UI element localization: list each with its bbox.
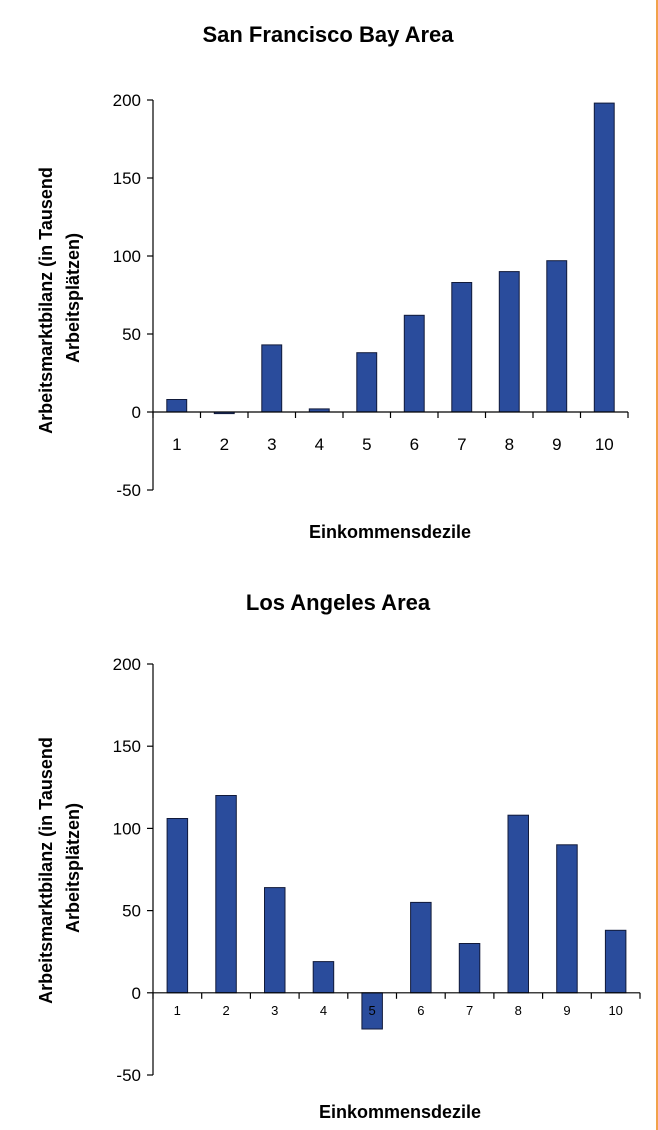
y-axis-label-line-2: Arbeitsplätzen) — [63, 233, 83, 363]
bar-decile-3 — [261, 344, 283, 413]
y-axis: 200 150 100 50 0 -50 — [113, 91, 154, 500]
bar-series — [166, 102, 615, 415]
bar-decile-1 — [166, 818, 189, 994]
bar-decile-7 — [458, 943, 481, 994]
bar-series — [166, 795, 627, 1030]
bar-decile-5 — [356, 352, 378, 413]
x-tick-label: 8 — [505, 435, 514, 454]
x-tick-label: 4 — [320, 1003, 327, 1018]
x-tick-label: 10 — [595, 435, 614, 454]
bar-decile-7 — [451, 282, 473, 413]
y-tick-label: 200 — [113, 91, 141, 110]
y-axis-label: Arbeitsmarktbilanz (in Tausend Arbeitspl… — [36, 162, 83, 434]
bar-decile-10 — [604, 929, 627, 994]
bar-decile-4 — [312, 961, 335, 994]
x-axis-label: Einkommensdezile — [319, 1102, 481, 1122]
x-tick-label: 2 — [220, 435, 229, 454]
x-tick-label: 9 — [552, 435, 561, 454]
bar-decile-9 — [546, 260, 568, 413]
x-axis: 1 2 3 4 5 6 7 8 9 10 — [152, 992, 641, 1018]
x-tick-label: 8 — [515, 1003, 522, 1018]
x-axis-label: Einkommensdezile — [309, 522, 471, 542]
y-tick-label: 0 — [132, 403, 141, 422]
y-axis-label-line-1: Arbeitsmarktbilanz (in Tausend — [36, 167, 56, 434]
x-tick-label: 5 — [368, 1003, 375, 1018]
y-tick-label: 100 — [113, 819, 141, 838]
x-axis: 1 2 3 4 5 6 7 8 9 10 — [152, 411, 629, 454]
x-tick-label: 10 — [608, 1003, 622, 1018]
bar-decile-10 — [593, 102, 615, 413]
chart-sf-bay-area: San Francisco Bay Area Arbeitsmarktbilan… — [36, 22, 629, 542]
y-tick-label: 200 — [113, 655, 141, 674]
y-tick-label: 50 — [122, 902, 141, 921]
chart-title: Los Angeles Area — [246, 590, 431, 615]
bar-decile-3 — [264, 887, 286, 994]
chart-title: San Francisco Bay Area — [202, 22, 454, 47]
bar-decile-2 — [215, 795, 237, 994]
y-axis-label-line-1: Arbeitsmarktbilanz (in Tausend — [36, 737, 56, 1004]
bar-decile-6 — [403, 314, 425, 413]
y-axis-label-line-2: Arbeitsplätzen) — [63, 803, 83, 933]
x-tick-label: 3 — [267, 435, 276, 454]
y-tick-label: 0 — [132, 984, 141, 1003]
bar-decile-1 — [166, 399, 188, 413]
x-tick-label: 4 — [315, 435, 324, 454]
x-tick-label: 1 — [172, 435, 181, 454]
y-tick-label: 150 — [113, 169, 141, 188]
bar-decile-8 — [498, 271, 520, 413]
y-axis: 200 150 100 50 0 -50 — [113, 655, 154, 1085]
y-tick-label: -50 — [116, 481, 141, 500]
x-tick-label: 6 — [417, 1003, 424, 1018]
x-tick-label: 2 — [222, 1003, 229, 1018]
x-tick-label: 5 — [362, 435, 371, 454]
y-tick-label: 50 — [122, 325, 141, 344]
bar-decile-6 — [410, 901, 432, 994]
y-tick-label: 100 — [113, 247, 141, 266]
y-tick-label: 150 — [113, 737, 141, 756]
x-tick-label: 6 — [410, 435, 419, 454]
y-tick-label: -50 — [116, 1066, 141, 1085]
y-axis-label: Arbeitsmarktbilanz (in Tausend Arbeitspl… — [36, 732, 83, 1004]
bar-decile-9 — [556, 844, 578, 994]
x-tick-label: 7 — [457, 435, 466, 454]
bar-decile-8 — [507, 814, 529, 994]
x-tick-label: 3 — [271, 1003, 278, 1018]
x-tick-label: 1 — [174, 1003, 181, 1018]
x-tick-label: 9 — [563, 1003, 570, 1018]
chart-los-angeles-area: Los Angeles Area Arbeitsmarktbilanz (in … — [36, 590, 641, 1122]
x-tick-label: 7 — [466, 1003, 473, 1018]
